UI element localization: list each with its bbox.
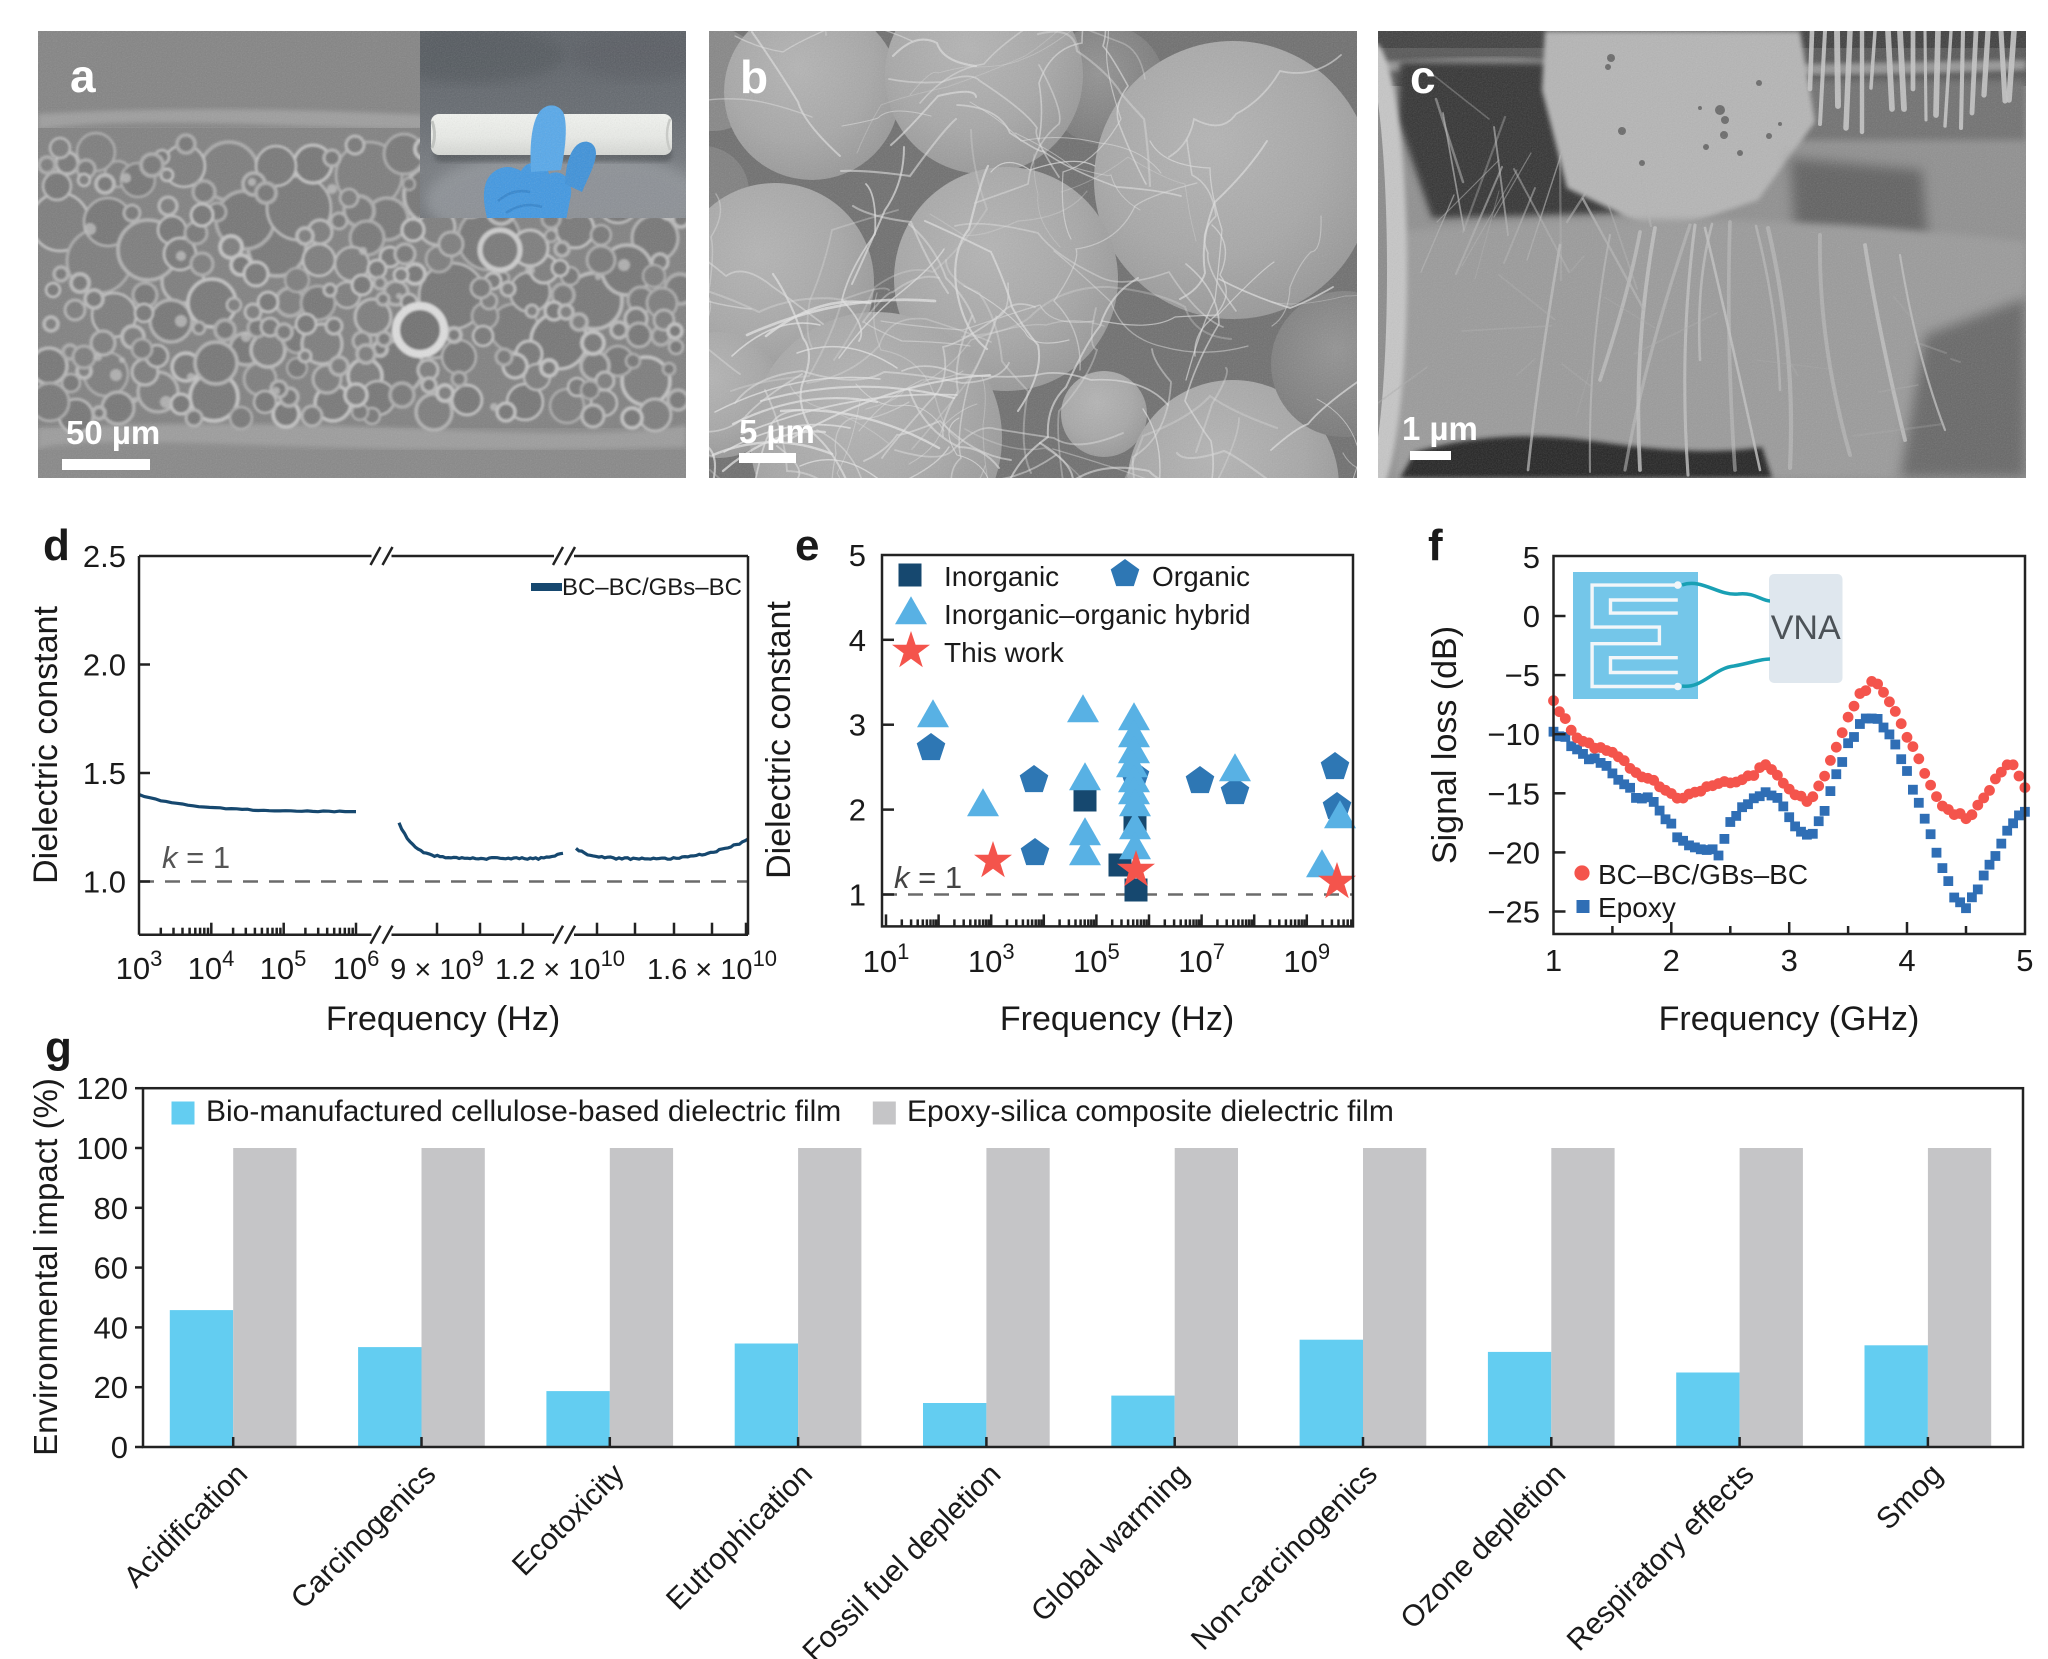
svg-text:Environmental impact (%): Environmental impact (%): [27, 1078, 64, 1456]
svg-text:Epoxy-silica composite dielect: Epoxy-silica composite dielectric film: [907, 1095, 1394, 1128]
svg-text:Frequency (GHz): Frequency (GHz): [1659, 1000, 1920, 1038]
svg-text:Dielectric constant: Dielectric constant: [760, 601, 798, 879]
svg-text:1 µm: 1 µm: [1402, 410, 1478, 447]
svg-text:k = 1: k = 1: [162, 840, 230, 875]
svg-text:Dielectric constant: Dielectric constant: [27, 606, 65, 884]
svg-text:1: 1: [849, 878, 866, 913]
svg-text:Frequency (Hz): Frequency (Hz): [326, 1000, 560, 1038]
svg-text:0: 0: [1523, 599, 1540, 634]
svg-text:c: c: [1410, 51, 1436, 103]
svg-text:3: 3: [1781, 943, 1798, 978]
svg-text:Inorganic–organic hybrid: Inorganic–organic hybrid: [944, 599, 1251, 630]
svg-text:104: 104: [188, 946, 235, 986]
svg-text:Epoxy: Epoxy: [1598, 892, 1676, 923]
svg-text:a: a: [70, 50, 96, 102]
svg-text:This work: This work: [944, 637, 1065, 668]
svg-text:120: 120: [76, 1071, 128, 1106]
svg-text:Frequency (Hz): Frequency (Hz): [1000, 1000, 1234, 1038]
svg-text:VNA: VNA: [1771, 609, 1841, 647]
svg-text:0: 0: [111, 1430, 128, 1465]
svg-text:2: 2: [849, 793, 866, 828]
svg-text:100: 100: [76, 1131, 128, 1166]
svg-text:4: 4: [849, 623, 866, 658]
svg-text:−10: −10: [1487, 717, 1540, 752]
svg-text:BC–BC/GBs–BC: BC–BC/GBs–BC: [1598, 859, 1808, 890]
svg-text:Bio-manufactured cellulose-bas: Bio-manufactured cellulose-based dielect…: [206, 1095, 841, 1128]
svg-text:1.0: 1.0: [83, 865, 126, 900]
svg-text:5 µm: 5 µm: [739, 413, 815, 450]
svg-text:5: 5: [1523, 540, 1540, 575]
svg-text:−15: −15: [1487, 776, 1540, 811]
svg-text:3: 3: [849, 708, 866, 743]
svg-text:e: e: [795, 521, 819, 570]
svg-text:20: 20: [94, 1370, 128, 1405]
svg-text:b: b: [740, 51, 768, 103]
svg-text:f: f: [1428, 521, 1443, 570]
svg-text:k = 1: k = 1: [894, 860, 962, 895]
svg-text:1.5: 1.5: [83, 756, 126, 791]
svg-text:g: g: [45, 1023, 72, 1072]
svg-text:−25: −25: [1487, 895, 1540, 930]
svg-text:−5: −5: [1505, 658, 1540, 693]
svg-text:1: 1: [1545, 943, 1562, 978]
svg-text:5: 5: [2016, 943, 2033, 978]
svg-text:Organic: Organic: [1152, 561, 1250, 592]
svg-text:Inorganic: Inorganic: [944, 561, 1059, 592]
svg-text:50 µm: 50 µm: [66, 414, 160, 451]
svg-text:Signal loss (dB): Signal loss (dB): [1426, 626, 1464, 864]
svg-text:103: 103: [116, 946, 163, 986]
svg-text:d: d: [43, 521, 70, 570]
svg-text:2.0: 2.0: [83, 648, 126, 683]
svg-text:4: 4: [1898, 943, 1915, 978]
svg-text:60: 60: [94, 1251, 128, 1286]
svg-text:−20: −20: [1487, 835, 1540, 870]
svg-text:2: 2: [1663, 943, 1680, 978]
svg-text:2.5: 2.5: [83, 539, 126, 574]
svg-text:5: 5: [849, 538, 866, 573]
svg-text:BC–BC/GBs–BC: BC–BC/GBs–BC: [562, 574, 742, 601]
svg-text:80: 80: [94, 1191, 128, 1226]
svg-text:40: 40: [94, 1310, 128, 1345]
